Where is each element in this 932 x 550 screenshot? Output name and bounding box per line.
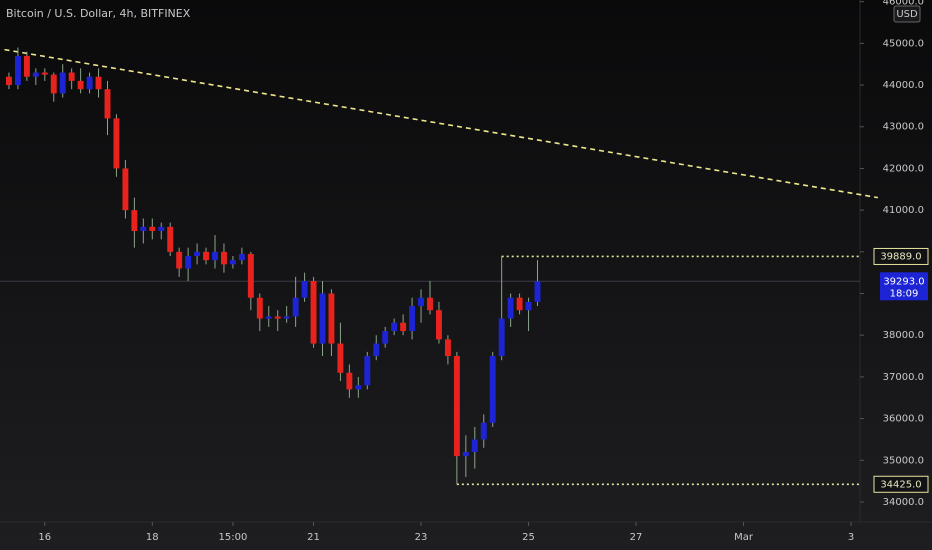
candle-body [158,226,165,231]
candle-body [68,72,75,81]
candle-body [373,343,380,357]
currency-box [893,5,921,23]
price-label-box [873,475,929,493]
x-tick-label: Mar [734,532,754,543]
candle-body [525,301,532,311]
candle-body [409,306,416,332]
candle-body [346,372,353,390]
candle-body [364,356,371,386]
candle-body [167,226,174,252]
candle-body [516,297,523,311]
candle-body [185,255,192,269]
y-tick-label: 38000.0 [883,330,924,341]
y-tick-label: 41000.0 [883,205,924,216]
candle-body [319,293,326,344]
trend-line [4,48,879,199]
chart-title: Bitcoin / U.S. Dollar, 4h, BITFINEX [6,7,191,20]
candle-body [265,316,272,319]
candle-body [534,281,541,302]
y-tick-label: 43000.0 [883,122,924,133]
y-tick-label: 37000.0 [883,372,924,383]
candle-body [391,322,398,332]
candle-body [507,297,514,319]
candle-body [6,76,12,86]
candle-body [77,80,84,90]
candle-body [86,76,93,90]
candle-body [355,385,362,390]
candle-body [382,331,389,344]
y-tick-label: 35000.0 [883,455,924,466]
candle-body [427,297,433,311]
x-tick-label: 21 [307,532,320,543]
x-tick-label: 18 [146,532,159,543]
candle-body [229,260,236,265]
candle-body [436,310,442,340]
candle-body [498,318,505,357]
price-label: 34425.0 [880,479,921,490]
candle-body [113,118,120,169]
countdown-label: 18:09 [890,288,919,299]
y-tick-label: 46000.0 [883,0,924,8]
candle-body [256,297,263,319]
candle-body [400,322,407,332]
x-tick-label: 15:00 [219,532,248,543]
y-tick-label: 44000.0 [883,80,924,91]
y-tick-label: 45000.0 [883,38,924,49]
candle-body [32,72,39,77]
candle-body [247,253,254,298]
candle-body [131,210,138,231]
candle-body [310,281,317,344]
candle-body [41,72,48,75]
candle-body [14,55,21,86]
candle-body [274,316,281,319]
candle-body [149,226,156,231]
current-price-label: 39293.0 [883,276,924,287]
candle-body [140,226,147,231]
candle-body [50,74,57,94]
price-label-box [873,247,929,265]
currency-label: USD [896,9,918,20]
candle-body [203,251,209,261]
y-tick-label: 36000.0 [883,414,924,425]
candle-body [212,251,218,261]
current-price-box [880,272,928,301]
candle-body [283,316,290,319]
candle-body [462,451,469,457]
x-tick-label: 3 [848,532,854,543]
candle-body [328,293,335,344]
candle-body [453,356,460,457]
x-tick-label: 16 [38,532,51,543]
candle-body [104,89,111,119]
y-tick-label: 42000.0 [883,163,924,174]
candle-body [238,253,245,261]
candle-body [59,72,66,94]
price-label: 39889.0 [880,251,921,262]
candle-body [292,297,299,317]
candle-body [337,343,344,373]
candle-body [221,251,227,265]
candle-body [471,439,478,452]
x-tick-label: 25 [522,532,535,543]
candle-body [95,76,102,90]
candle-body [23,55,30,77]
candle-body [122,168,129,211]
candle-body [480,422,487,440]
candle-body [418,297,424,307]
x-tick-label: 27 [630,532,643,543]
candle-body [444,339,451,357]
candle-body [194,251,201,256]
candle-body [489,356,496,423]
candle-body [176,251,183,269]
x-tick-label: 23 [415,532,428,543]
candle-body [301,281,308,298]
y-tick-label: 34000.0 [883,497,924,508]
